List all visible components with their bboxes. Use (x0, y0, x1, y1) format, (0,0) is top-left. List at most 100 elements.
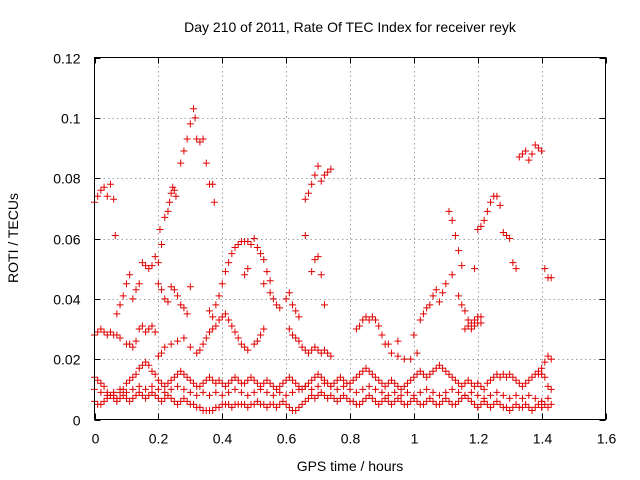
data-point (100, 328, 108, 336)
data-point (97, 400, 105, 408)
data-point (244, 265, 252, 273)
data-point (266, 379, 274, 387)
data-point (515, 379, 523, 387)
data-point (471, 400, 479, 408)
data-point (151, 370, 159, 378)
data-point (509, 403, 517, 411)
data-point (279, 379, 287, 387)
data-point (445, 370, 453, 378)
data-point (362, 364, 370, 372)
data-point (308, 385, 316, 393)
data-point (209, 406, 217, 414)
data-point (180, 394, 188, 402)
data-point (266, 277, 274, 285)
data-point (148, 262, 156, 270)
data-point (289, 331, 297, 339)
data-point (336, 394, 344, 402)
data-point (285, 289, 293, 297)
data-point (135, 388, 143, 396)
data-point (314, 391, 322, 399)
data-point (388, 349, 396, 357)
data-point (282, 391, 290, 399)
data-point (471, 316, 479, 324)
data-point (285, 403, 293, 411)
data-point (317, 388, 325, 396)
data-point (241, 400, 249, 408)
data-point (477, 319, 485, 327)
data-point (186, 376, 194, 384)
data-point (311, 343, 319, 351)
data-point (97, 379, 105, 387)
data-point (209, 376, 217, 384)
data-point (174, 370, 182, 378)
data-point (423, 385, 431, 393)
data-point (340, 391, 348, 399)
data-point (164, 207, 172, 215)
data-point (285, 373, 293, 381)
data-point (547, 400, 555, 408)
data-point (311, 256, 319, 264)
data-point (349, 376, 357, 384)
data-point (122, 379, 130, 387)
data-point (129, 385, 137, 393)
x-tick-label: 0.8 (341, 431, 361, 447)
data-point (467, 325, 475, 333)
data-point (330, 379, 338, 387)
data-point (180, 370, 188, 378)
data-point (429, 367, 437, 375)
data-point (154, 394, 162, 402)
data-point (142, 385, 150, 393)
data-point (378, 379, 386, 387)
data-point (304, 189, 312, 197)
data-point (301, 231, 309, 239)
data-point (512, 376, 520, 384)
data-point (145, 265, 153, 273)
data-point (237, 388, 245, 396)
data-point (228, 322, 236, 330)
data-point (442, 367, 450, 375)
data-point (190, 105, 198, 113)
data-point (292, 379, 300, 387)
data-point (164, 379, 172, 387)
data-point (314, 162, 322, 170)
data-point (209, 325, 217, 333)
data-point (464, 394, 472, 402)
data-point (352, 388, 360, 396)
data-point (439, 397, 447, 405)
data-point (301, 397, 309, 405)
data-point (320, 379, 328, 387)
data-point (225, 259, 233, 267)
data-point (154, 352, 162, 360)
data-point (372, 385, 380, 393)
data-point (435, 361, 443, 369)
data-point (135, 364, 143, 372)
data-points (91, 105, 555, 414)
data-point (100, 397, 108, 405)
data-point (352, 373, 360, 381)
data-point (432, 286, 440, 294)
data-point (167, 376, 175, 384)
data-point (419, 310, 427, 318)
data-point (308, 376, 316, 384)
data-point (372, 373, 380, 381)
data-point (451, 376, 459, 384)
data-point (247, 373, 255, 381)
data-point (455, 397, 463, 405)
data-point (174, 400, 182, 408)
data-point (356, 322, 364, 330)
data-point (445, 397, 453, 405)
data-point (509, 259, 517, 267)
data-point (384, 397, 392, 405)
data-point (381, 340, 389, 348)
data-point (257, 331, 265, 339)
data-point (304, 349, 312, 357)
data-point (474, 403, 482, 411)
data-point (317, 349, 325, 357)
data-point (531, 394, 539, 402)
data-point (97, 186, 105, 194)
data-point (458, 382, 466, 390)
data-point (132, 391, 140, 399)
data-point (442, 280, 450, 288)
data-point (282, 295, 290, 303)
